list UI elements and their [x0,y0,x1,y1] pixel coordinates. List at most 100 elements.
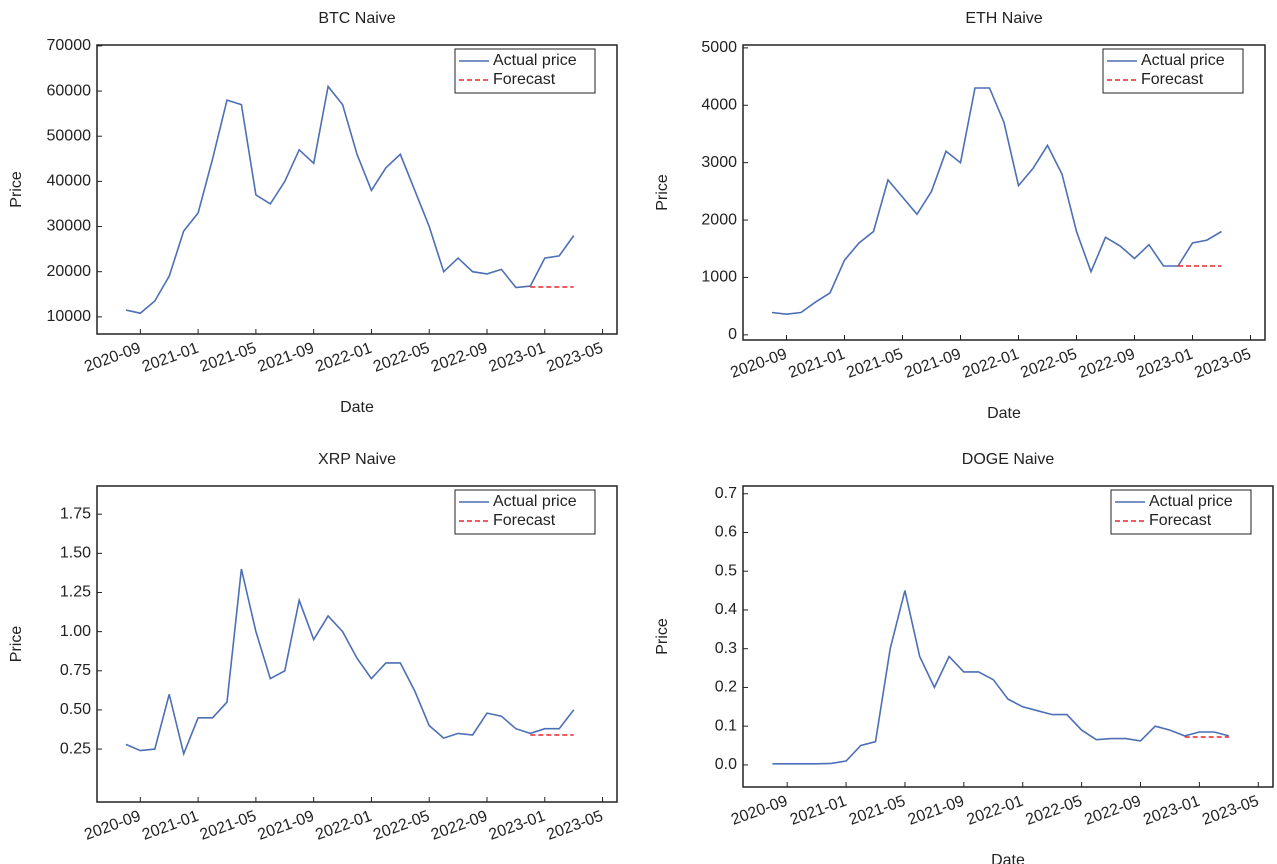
x-tick-label: 2023-01 [487,340,548,376]
axes-frame [742,485,1274,788]
y-axis-label: Price [8,171,25,208]
subplot: BTC Naive Price Date 10000 20000 30000 40000 50… [8,10,618,416]
x-tick-label: 2022-05 [371,340,432,376]
y-tick-label: 0.25 [60,740,91,757]
y-tick-label: 1.25 [60,584,91,601]
x-tick-label: 2022-09 [1076,346,1137,382]
axes-frame [96,44,618,335]
legend-box [454,48,596,94]
x-tick-label: 2022-09 [429,808,490,844]
x-tick-label: 2020-09 [728,346,789,382]
x-tick-label: 2022-01 [960,346,1021,382]
y-tick-label: 10000 [47,308,92,325]
y-tick-label: 2000 [701,211,737,228]
y-tick-label: 4000 [701,96,737,113]
y-tick-label: 0.1 [715,717,737,734]
y-tick-label: 0.0 [715,756,737,773]
legend-label: Actual price [493,52,577,69]
price-line [771,87,1222,316]
x-tick-label: 2021-01 [786,346,847,382]
y-tick-label: 40000 [47,173,92,190]
x-tick-label: 2022-09 [1082,793,1143,829]
x-tick-label: 2021-09 [906,793,967,829]
x-tick-label: 2021-01 [788,793,849,829]
x-tick-label: 2023-05 [1200,793,1261,829]
y-tick-label: 5000 [701,39,737,56]
x-tick-label: 2021-05 [198,340,259,376]
subplot-title: DOGE Naive [962,451,1055,468]
x-tick-label: 2021-05 [847,793,908,829]
y-tick-label: 0.75 [60,662,91,679]
subplot: ETH Naive Price Date 0 1000 2000 3000 4000 5000 2… [654,10,1266,422]
x-tick-label: 2023-05 [544,340,605,376]
x-tick-label: 2021-01 [140,808,201,844]
x-tick-label: 2023-01 [487,808,548,844]
y-tick-label: 1.75 [60,505,91,522]
y-tick-label: 1000 [701,269,737,286]
subplot: XRP NaivePriceDate0.250.500.751.001.251.… [8,451,618,844]
y-tick-label: 0.4 [715,601,737,618]
y-axis-label: Price [654,618,671,655]
y-tick-label: 60000 [47,82,92,99]
x-tick-label: 2023-05 [544,808,605,844]
legend-label: Actual price [1141,52,1225,69]
x-tick-label: 2021-05 [844,346,905,382]
x-axis-label: Date [991,852,1025,864]
x-tick-label: 2021-05 [198,808,259,844]
y-tick-label: 0 [728,326,737,343]
legend-box [1110,489,1252,535]
x-tick-label: 2022-09 [429,340,490,376]
x-tick-label: 2022-01 [313,808,374,844]
x-tick-label: 2021-01 [140,340,201,376]
x-tick-label: 2023-01 [1141,793,1202,829]
y-tick-label: 0.6 [715,524,737,541]
x-tick-label: 2023-01 [1134,346,1195,382]
legend-box [1102,48,1244,94]
y-axis-label: Price [8,626,25,663]
axes-frame [96,485,618,803]
legend-label: Forecast [493,71,556,88]
y-tick-label: 50000 [47,127,92,144]
x-axis-label: Date [340,399,374,416]
y-tick-label: 70000 [47,37,92,54]
y-tick-label: 0.3 [715,640,737,657]
y-tick-label: 1.00 [60,623,91,640]
x-tick-label: 2023-05 [1192,346,1253,382]
legend-box [454,489,596,535]
y-tick-label: 0.2 [715,679,737,696]
price-line [772,590,1230,765]
legend-label: Actual price [1149,493,1233,510]
y-tick-label: 30000 [47,218,92,235]
y-tick-label: 3000 [701,154,737,171]
legend-label: Forecast [493,512,556,529]
x-tick-label: 2020-09 [729,793,790,829]
x-tick-label: 2022-05 [1018,346,1079,382]
x-tick-label: 2020-09 [82,808,143,844]
subplot-title: XRP Naive [318,451,396,468]
y-axis-label: Price [654,174,671,211]
subplot-title: ETH Naive [965,10,1042,27]
x-tick-label: 2021-09 [902,346,963,382]
y-tick-label: 20000 [47,263,92,280]
x-tick-label: 2020-09 [82,340,143,376]
x-axis-label: Date [987,405,1021,422]
x-tick-label: 2022-05 [1023,793,1084,829]
legend-label: Actual price [493,493,577,510]
x-tick-label: 2021-09 [255,808,316,844]
y-tick-label: 0.7 [715,485,737,502]
y-tick-label: 0.50 [60,701,91,718]
price-line [125,84,575,315]
y-tick-label: 1.50 [60,545,91,562]
x-tick-label: 2022-01 [965,793,1026,829]
y-tick-label: 0.5 [715,562,737,579]
subplot: DOGE Naive Price Date 0.0 0.1 0.2 0.3 0.4 0.5 0.6… [654,451,1274,864]
axes-frame [742,44,1266,341]
legend-label: Forecast [1149,512,1212,529]
x-tick-label: 2021-09 [255,340,316,376]
x-tick-label: 2022-01 [313,340,374,376]
x-tick-label: 2022-05 [371,808,432,844]
legend-label: Forecast [1141,71,1204,88]
subplot-title: BTC Naive [318,10,395,27]
